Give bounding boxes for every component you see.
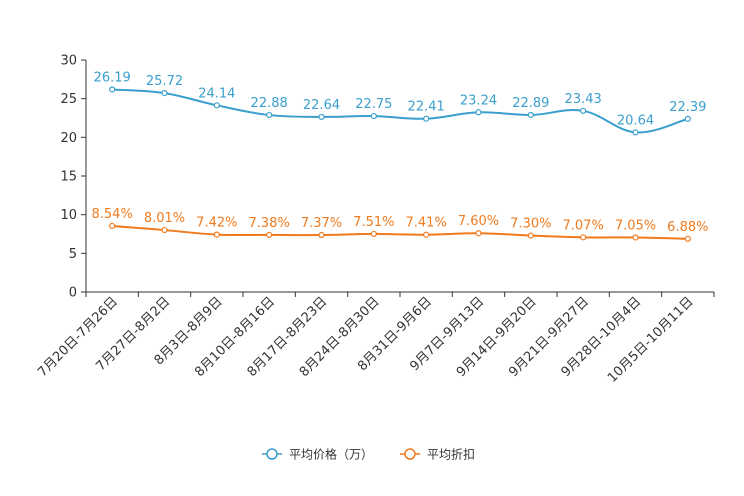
- data-label: 22.64: [303, 98, 340, 113]
- data-label: 8.01%: [144, 211, 185, 226]
- legend-label: 平均价格（万）: [289, 447, 373, 462]
- data-label: 7.60%: [458, 214, 499, 229]
- data-point[interactable]: [632, 234, 639, 241]
- data-label: 26.19: [94, 70, 131, 85]
- y-tick-label: 10: [60, 208, 77, 223]
- data-label: 7.51%: [353, 215, 394, 230]
- legend[interactable]: 平均价格（万） 平均折扣: [262, 447, 475, 462]
- data-point[interactable]: [318, 231, 325, 239]
- data-point[interactable]: [684, 235, 691, 242]
- data-point[interactable]: [423, 115, 430, 122]
- data-label: 7.38%: [249, 216, 290, 231]
- data-point[interactable]: [527, 232, 534, 239]
- series-line: [112, 88, 689, 134]
- data-label: 24.14: [198, 86, 235, 101]
- data-point[interactable]: [109, 222, 116, 230]
- data-point[interactable]: [213, 231, 220, 238]
- data-point[interactable]: [266, 111, 273, 119]
- data-point[interactable]: [580, 107, 587, 114]
- legend-label: 平均折扣: [427, 447, 475, 462]
- y-tick-label: 20: [60, 131, 77, 146]
- legend-item-2[interactable]: 平均折扣: [400, 447, 475, 462]
- data-label: 7.05%: [615, 218, 656, 233]
- data-point[interactable]: [580, 234, 587, 241]
- data-point[interactable]: [684, 115, 691, 122]
- data-label: 7.41%: [406, 216, 447, 231]
- series-layer: 26.19 25.72 24.14 22.88 22.64 22.75 22.41 23.24…: [92, 70, 708, 242]
- data-point[interactable]: [632, 129, 639, 136]
- series-line: [112, 224, 688, 240]
- data-point[interactable]: [161, 226, 168, 234]
- data-point[interactable]: [109, 86, 116, 93]
- data-point[interactable]: [318, 113, 325, 121]
- data-label: 23.24: [460, 93, 497, 108]
- y-tick-label: 0: [69, 286, 77, 301]
- data-label: 23.43: [565, 92, 602, 107]
- data-point[interactable]: [213, 102, 220, 109]
- data-label: 22.88: [251, 96, 288, 111]
- y-tick-label: 25: [60, 92, 77, 107]
- data-label: 7.30%: [510, 217, 551, 232]
- data-point[interactable]: [370, 230, 377, 238]
- y-tick-label: 5: [69, 247, 77, 262]
- y-tick-label: 30: [60, 54, 77, 69]
- data-point[interactable]: [475, 230, 482, 237]
- data-label: 22.89: [512, 96, 549, 111]
- data-label: 22.41: [408, 100, 445, 115]
- data-label: 25.72: [146, 74, 183, 89]
- data-point[interactable]: [370, 112, 377, 120]
- data-label: 20.64: [617, 113, 654, 128]
- series-1: 26.19 25.72 24.14 22.88 22.64 22.75 22.41 23.24…: [94, 70, 706, 136]
- data-point[interactable]: [161, 89, 168, 97]
- data-label: 8.54%: [92, 207, 133, 222]
- legend-circle-icon: [266, 448, 278, 460]
- data-label: 22.39: [669, 100, 706, 115]
- data-point[interactable]: [527, 111, 534, 119]
- data-label: 6.88%: [667, 220, 708, 235]
- y-tick-label: 15: [60, 170, 77, 185]
- series-2: 8.54% 8.01% 7.42% 7.38% 7.37% 7.51% 7.41% 7.60%…: [92, 207, 708, 242]
- data-point[interactable]: [423, 231, 430, 238]
- legend-circle-icon: [404, 448, 416, 460]
- data-label: 7.07%: [563, 218, 604, 233]
- data-label: 7.42%: [196, 216, 237, 231]
- legend-item-1[interactable]: 平均价格（万）: [262, 447, 373, 462]
- data-label: 7.37%: [301, 216, 342, 231]
- data-point[interactable]: [266, 231, 273, 239]
- data-point[interactable]: [475, 109, 482, 116]
- data-label: 22.75: [355, 97, 392, 112]
